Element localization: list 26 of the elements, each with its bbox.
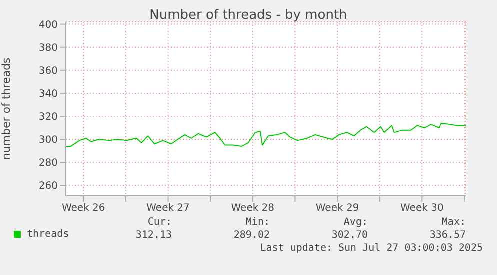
text: Min:: [244, 216, 270, 229]
text: 302.70: [330, 229, 368, 242]
chart-title: Number of threads - by month: [150, 8, 348, 23]
text: 336.57: [428, 229, 466, 242]
x-tick-label: Week 29: [316, 203, 360, 214]
text: Cur:: [146, 216, 172, 229]
x-tick-label: Week 27: [146, 203, 190, 214]
y-tick-label: 340: [38, 88, 58, 100]
y-tick-label: 400: [38, 20, 58, 31]
text: 289.02: [232, 229, 270, 242]
x-tick-label: Week 28: [231, 203, 275, 214]
y-tick-label: 360: [38, 66, 58, 77]
y-tick-label: 320: [38, 112, 58, 124]
x-tick-label: Week 26: [62, 203, 106, 214]
y-tick-label: 380: [38, 42, 58, 54]
text: 312.13: [134, 229, 172, 242]
y-tick-label: 280: [38, 158, 58, 170]
y-axis-title: number of threads: [0, 58, 13, 160]
text: Last update: Sun Jul 27 03:00:03 2025: [260, 243, 483, 254]
text: Max:: [440, 216, 466, 229]
x-tick-label: Week 30: [400, 203, 444, 214]
y-tick-label: 300: [38, 135, 58, 146]
y-tick-label: 260: [38, 181, 58, 192]
text: Avg:: [342, 216, 368, 229]
line-series: [66, 122, 466, 147]
legend-label: threads: [27, 229, 70, 240]
